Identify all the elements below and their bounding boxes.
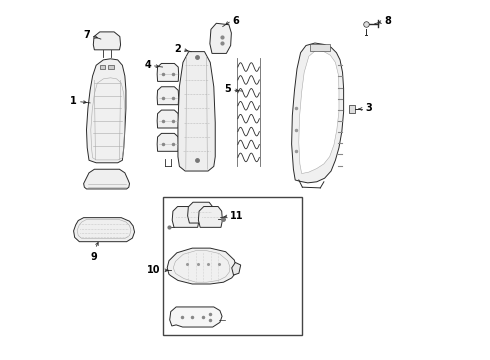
Polygon shape: [157, 87, 179, 105]
Bar: [163, 197, 302, 335]
Text: 7: 7: [83, 31, 90, 40]
Text: 5: 5: [224, 84, 231, 94]
Text: 8: 8: [384, 16, 391, 26]
Polygon shape: [170, 307, 222, 327]
Polygon shape: [178, 51, 215, 171]
Text: 1: 1: [71, 96, 77, 106]
Polygon shape: [172, 207, 199, 227]
Text: 9: 9: [90, 252, 97, 262]
Polygon shape: [157, 134, 179, 151]
Polygon shape: [87, 59, 126, 163]
Polygon shape: [188, 202, 214, 223]
Polygon shape: [349, 105, 355, 113]
Bar: [108, 65, 114, 69]
Bar: [100, 65, 105, 69]
Polygon shape: [157, 110, 179, 128]
Polygon shape: [84, 169, 129, 189]
Polygon shape: [157, 63, 179, 81]
Bar: [310, 44, 330, 51]
Polygon shape: [93, 32, 121, 50]
Polygon shape: [74, 218, 135, 242]
Text: 2: 2: [174, 44, 181, 54]
Text: 4: 4: [144, 60, 151, 70]
Polygon shape: [210, 23, 231, 53]
Polygon shape: [198, 207, 222, 227]
Polygon shape: [299, 50, 339, 174]
Text: 11: 11: [230, 211, 244, 221]
Text: 6: 6: [232, 16, 239, 26]
Polygon shape: [167, 248, 236, 284]
Text: 10: 10: [147, 265, 160, 275]
Polygon shape: [232, 262, 241, 275]
Text: 3: 3: [366, 103, 372, 113]
Polygon shape: [292, 43, 343, 183]
